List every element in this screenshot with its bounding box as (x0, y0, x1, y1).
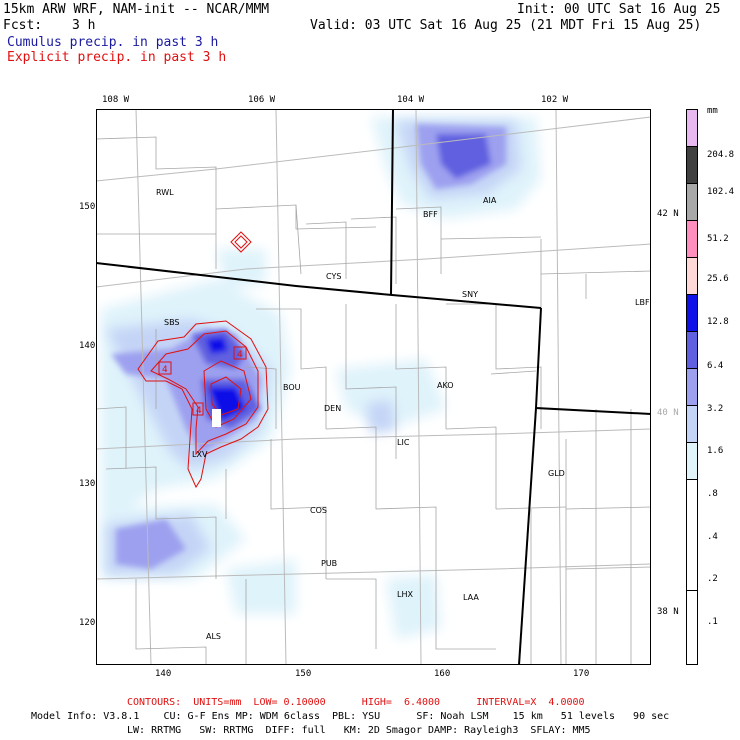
map-frame (96, 109, 651, 665)
legend-label: 1.6 (707, 446, 724, 456)
svg-text:4: 4 (196, 406, 202, 416)
station-lxv: LXV (192, 450, 208, 459)
legend-swatch (686, 590, 698, 665)
legend-swatch (686, 220, 698, 258)
grid-lines (96, 109, 651, 665)
svg-text:4: 4 (162, 365, 168, 375)
station-bff: BFF (423, 210, 438, 219)
map-title: 15km ARW WRF, NAM-init -- NCAR/MMM (3, 2, 270, 17)
station-rwl: RWL (156, 188, 174, 197)
legend-swatch (686, 183, 698, 221)
contour-labels: 4 4 4 (162, 350, 243, 416)
legend-swatch (686, 405, 698, 443)
station-cys: CYS (326, 272, 341, 281)
station-labels: RWL BFF AIA CYS SNY LBF SBS BOU DEN AKO … (156, 188, 650, 641)
init-time: Init: 00 UTC Sat 16 Aug 25 (517, 2, 721, 17)
model-physics: LW: RRTMG SW: RRTMG DIFF: full KM: 2D Sm… (127, 725, 591, 736)
legend-label: 25.6 (707, 274, 729, 284)
station-den: DEN (324, 404, 341, 413)
lon-label-108w: 108 W (102, 95, 130, 105)
legend-swatch (686, 146, 698, 184)
precip-peak-marker (212, 409, 221, 427)
station-bou: BOU (283, 383, 301, 392)
grid-y-label-140: 140 (79, 341, 96, 351)
lon-label-102w: 102 W (541, 95, 569, 105)
valid-time: Valid: 03 UTC Sat 16 Aug 25 (21 MDT Fri … (310, 18, 702, 33)
station-cos: COS (310, 506, 327, 515)
legend-label: 3.2 (707, 404, 724, 414)
grid-x-label-140: 140 (155, 669, 172, 679)
legend-swatch (686, 294, 698, 332)
legend-swatch (686, 479, 698, 591)
precip-map: 4 4 4 RWL BFF AIA CYS SNY LBF SBS BOU DE… (96, 109, 651, 665)
station-pub: PUB (321, 559, 337, 568)
grid-x-label-150: 150 (295, 669, 312, 679)
legend-swatch (686, 442, 698, 480)
legend-label: 51.2 (707, 234, 729, 244)
county-lines (96, 136, 651, 665)
legend-unit: mm (707, 106, 718, 116)
legend-label: 6.4 (707, 361, 724, 371)
precip-heavy-shading (111, 124, 506, 569)
station-sny: SNY (462, 290, 478, 299)
legend-label: .2 (707, 574, 718, 584)
color-legend (686, 109, 704, 665)
station-lbf: LBF (635, 298, 650, 307)
legend-label: .8 (707, 489, 718, 499)
explicit-legend: Explicit precip. in past 3 h (7, 50, 227, 65)
grid-y-label-120: 120 (79, 618, 96, 628)
legend-label: .4 (707, 532, 718, 542)
cumulus-legend: Cumulus precip. in past 3 h (7, 35, 219, 50)
legend-label: 102.4 (707, 187, 735, 197)
legend-swatch (686, 109, 698, 147)
station-als: ALS (206, 632, 221, 641)
explicit-contours (137, 231, 269, 489)
grid-y-label-130: 130 (79, 479, 96, 489)
legend-swatch (686, 368, 698, 406)
lon-label-104w: 104 W (397, 95, 425, 105)
grid-x-label-170: 170 (573, 669, 590, 679)
legend-swatch (686, 331, 698, 369)
lat-label-42n: 42 N (657, 209, 679, 219)
model-info: Model Info: V3.8.1 CU: G-F Ens MP: WDM 6… (31, 711, 670, 722)
station-gld: GLD (548, 469, 565, 478)
legend-label: .1 (707, 617, 718, 627)
grid-y-label-150: 150 (79, 202, 96, 212)
grid-x-label-160: 160 (434, 669, 451, 679)
contour-info: CONTOURS: UNITS=mm LOW= 0.10000 HIGH= 6.… (127, 697, 585, 708)
legend-label: 12.8 (707, 317, 729, 327)
lon-label-106w: 106 W (248, 95, 276, 105)
legend-swatch (686, 257, 698, 295)
station-laa: LAA (463, 593, 479, 602)
svg-text:4: 4 (237, 350, 243, 360)
station-ako: AKO (437, 381, 454, 390)
forecast-hour: 3 h (72, 18, 96, 33)
station-lhx: LHX (397, 590, 413, 599)
station-lic: LIC (397, 438, 410, 447)
lat-label-40n: 40 N (657, 408, 679, 418)
station-sbs: SBS (164, 318, 180, 327)
station-aia: AIA (483, 196, 497, 205)
legend-label: 204.8 (707, 150, 735, 160)
state-borders (96, 109, 651, 665)
lat-label-38n: 38 N (657, 607, 679, 617)
forecast-label: Fcst: (3, 18, 43, 33)
